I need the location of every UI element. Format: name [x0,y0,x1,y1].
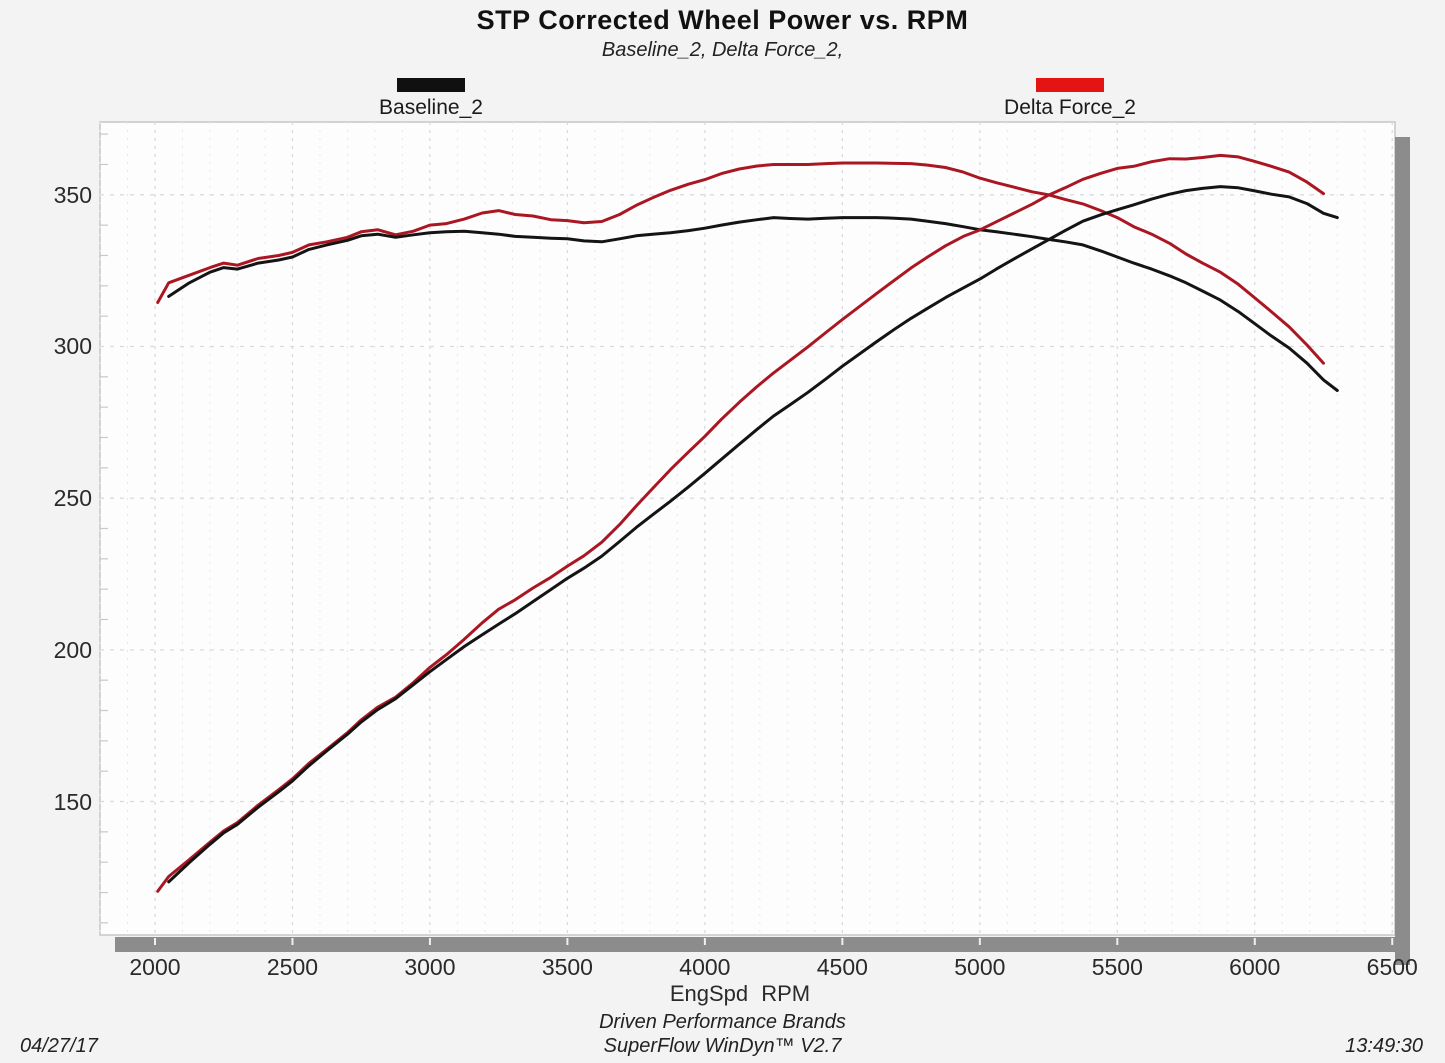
y-tick-label: 200 [53,636,92,663]
chart-subtitle: Baseline_2, Delta Force_2, [601,39,844,61]
footer-time: 13:49:30 [1345,1035,1423,1057]
curve-delta-force-2-torque [156,161,1325,365]
legend-item-delta-force-2: Delta Force_2 [990,78,1150,120]
y-tick-label: 250 [53,485,92,512]
legend-item-baseline-2: Baseline_2 [351,78,511,120]
legend-label: Delta Force_2 [1004,96,1136,119]
x-tick-label: 3500 [541,954,593,980]
x-tick-label: 5000 [954,954,1006,980]
x-tick-label: 5500 [1091,954,1143,980]
legend-label: Baseline_2 [379,96,483,119]
x-tick-label: 3000 [404,954,456,980]
x-tick-label: 6000 [1229,954,1281,980]
footer-software: SuperFlow WinDyn™ V2.7 [603,1035,842,1057]
y-tick-label: 300 [53,333,92,360]
x-tick-label: 2000 [129,954,181,980]
x-axis-title: EngSpd RPM [669,981,811,1006]
y-tick-label: 150 [53,788,92,815]
footer-brand: Driven Performance Brands [599,1011,846,1033]
footer-date: 04/27/17 [20,1035,98,1057]
legend-swatch-red [1036,78,1104,92]
plot-area [99,121,1396,936]
x-axis-bar [115,937,1410,952]
x-tick-label: 4500 [816,954,868,980]
x-tick-label: 6500 [1366,954,1418,980]
curve-baseline-2-torque [167,216,1339,392]
curve-baseline-2-power [167,185,1339,884]
x-tick-label: 4000 [679,954,731,980]
chart-title: STP Corrected Wheel Power vs. RPM [476,5,969,35]
y-tick-label: 350 [53,181,92,208]
x-tick-label: 2500 [266,954,319,980]
legend-swatch-black [397,78,465,92]
shadow-bar-right [1395,137,1410,965]
